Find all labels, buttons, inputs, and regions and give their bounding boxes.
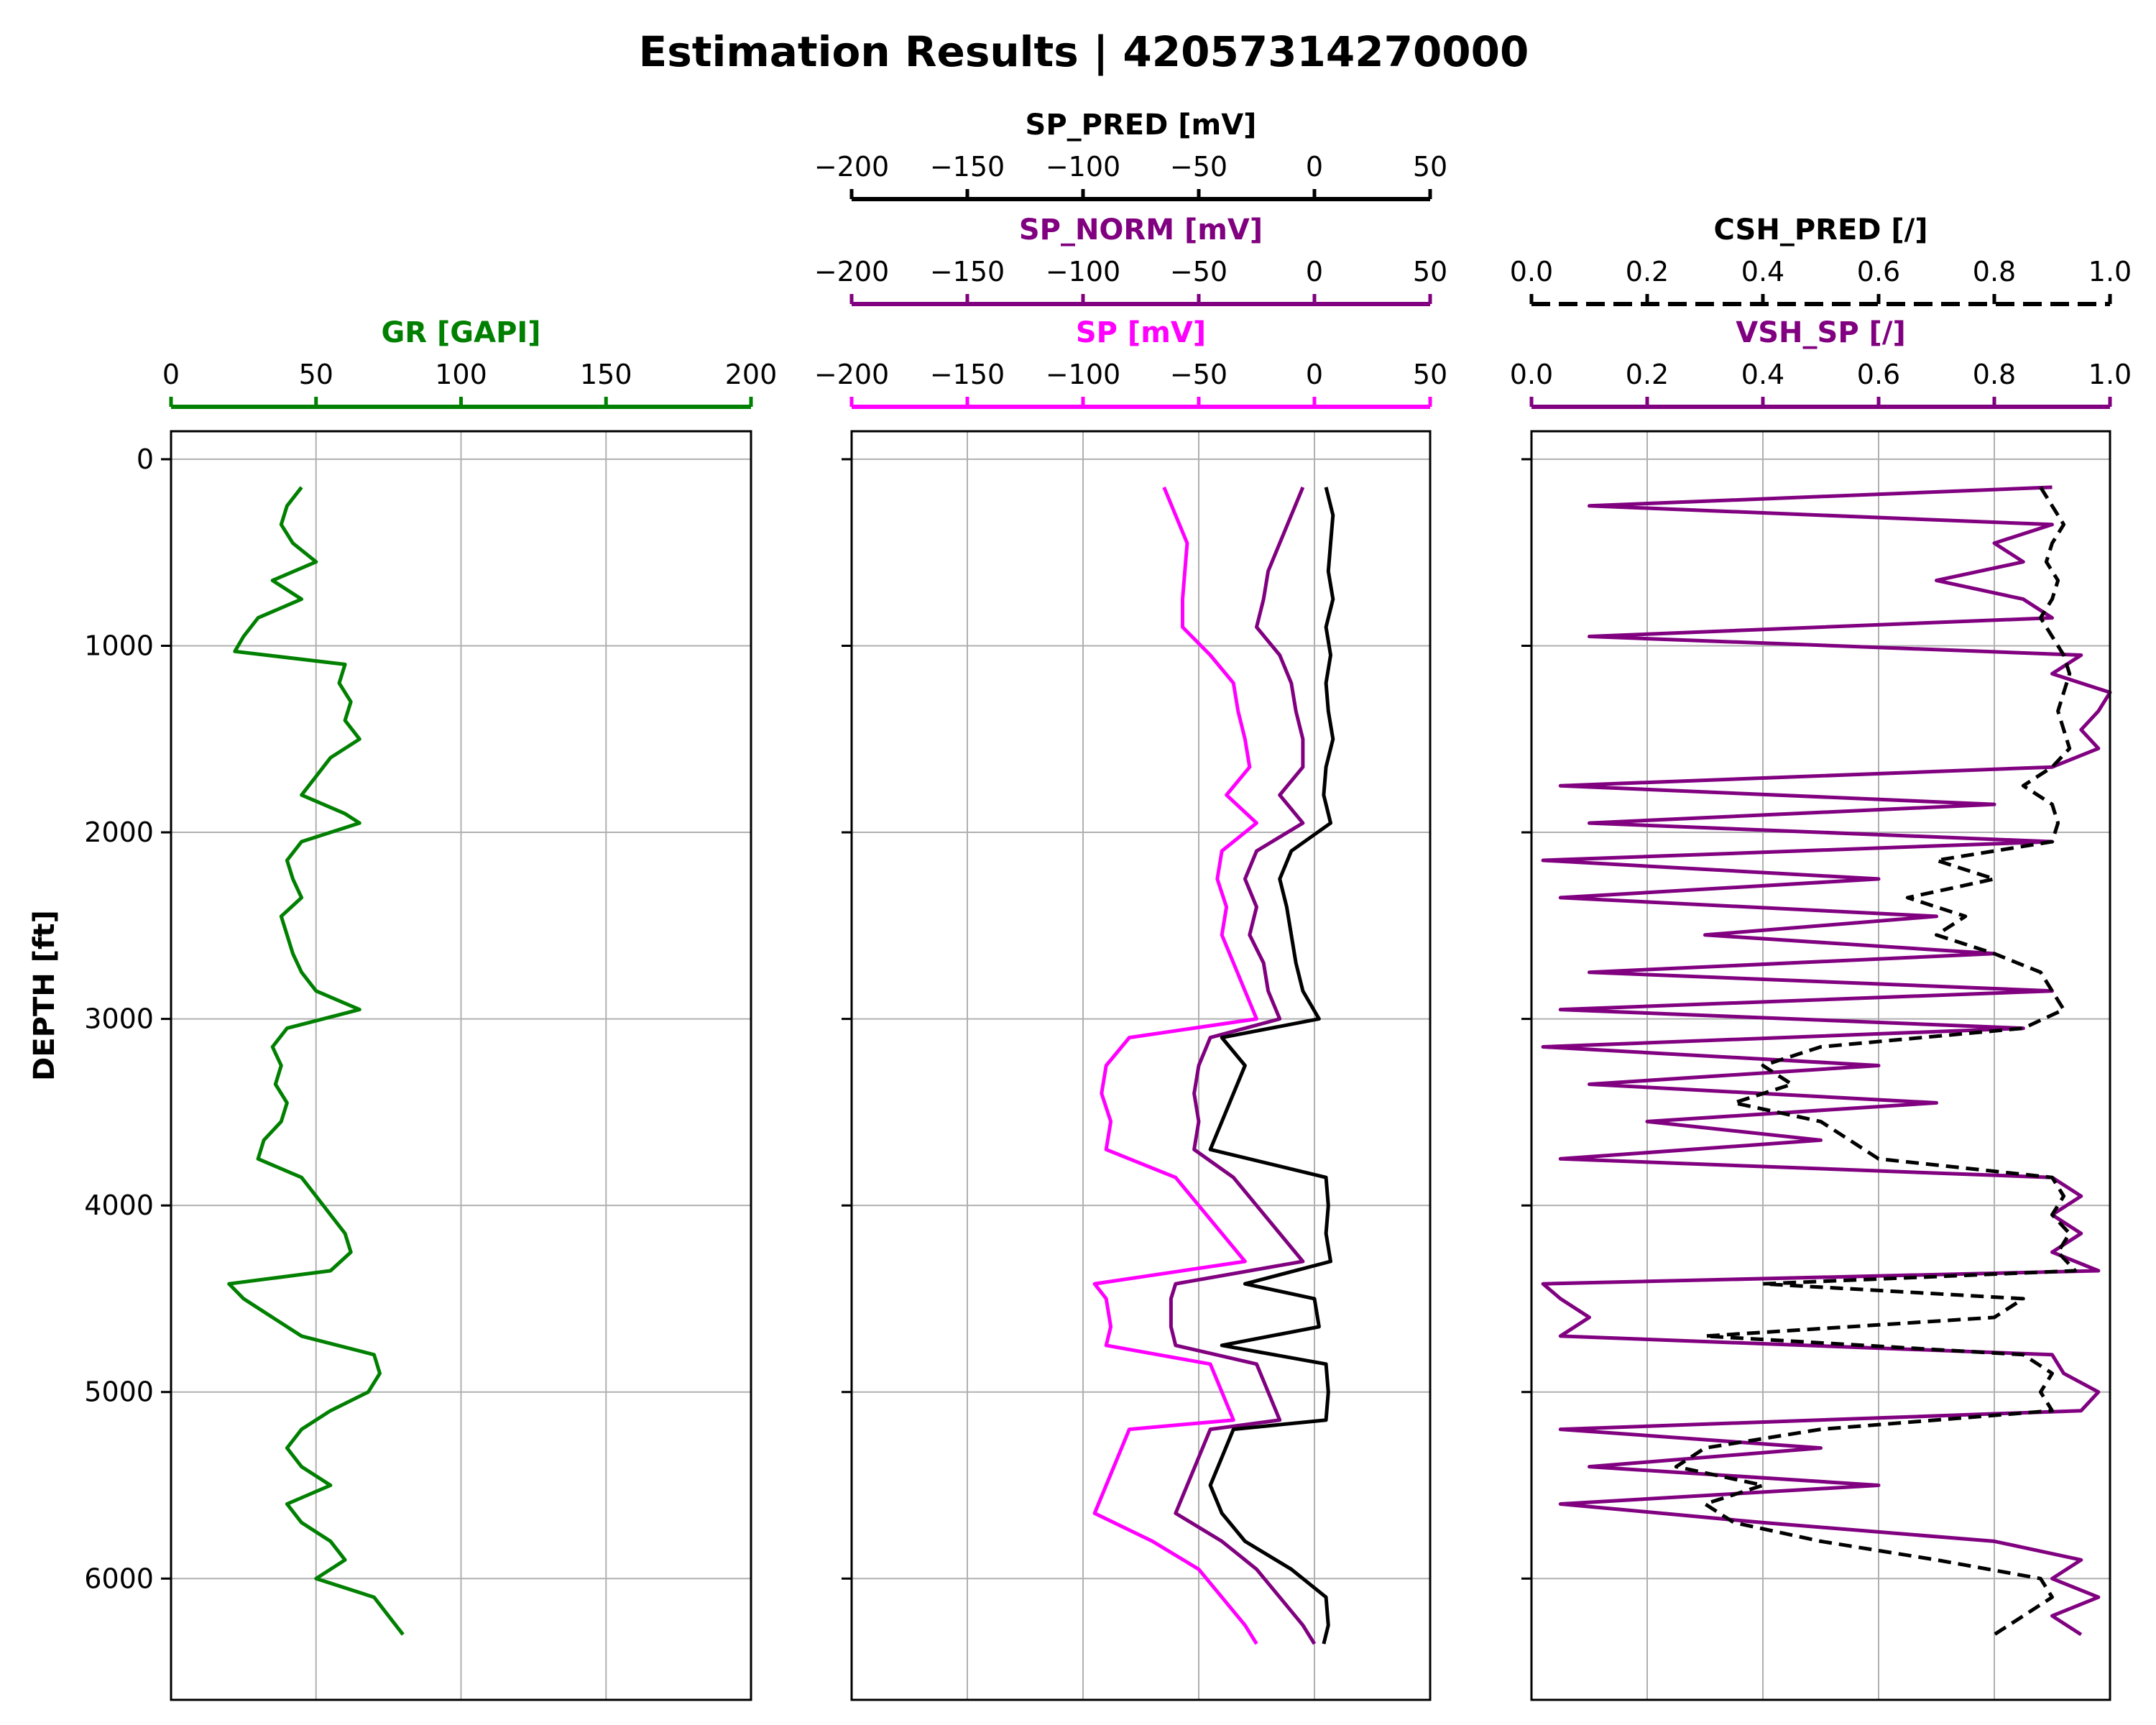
axis-tick-label: −100 [1046,359,1120,390]
axis-tick-label: 0.8 [1973,256,2016,288]
axis-title: SP_NORM [mV] [1019,213,1263,247]
axis-tick-label: 1.0 [2088,256,2132,288]
axis-tick-label: 0 [1306,256,1323,288]
series-csh-pred-line [1674,486,2078,1637]
axis-tick-label: 0.4 [1741,359,1784,390]
depth-tick-label: 1000 [84,630,154,661]
axis-title: VSH_SP [/] [1736,316,1905,349]
depth-tick-label: 2000 [84,816,154,848]
axis-tick-label: 50 [1413,256,1447,288]
axis-tick-label: 50 [299,359,333,390]
axis-tick-label: 50 [1413,151,1447,183]
track-sp: −200 −150 −100 −50 0 50 SP_PRED [mV] −200 −150 −1… [814,109,1447,1701]
axis-tick-label: 1.0 [2088,359,2132,390]
axis-tick-label: −150 [930,256,1005,288]
axis-tick-label: −50 [1170,359,1227,390]
axis-tick-label: 0.8 [1973,359,2016,390]
axis-tick-label: 0.2 [1626,359,1669,390]
axis-title: GR [GAPI] [381,316,540,349]
axis-tick-label: −200 [814,256,889,288]
plot-frame [170,430,752,1701]
axis-tick-label: −100 [1046,256,1120,288]
series-gr-line [227,486,405,1636]
axis-tick-label: 0 [1306,151,1323,183]
axis-title: CSH_PRED [/] [1713,213,1927,247]
axis-tick-label: −200 [814,359,889,390]
figure-title: Estimation Results | 42057314270000 [639,27,1529,76]
axis-title: SP_PRED [mV] [1026,109,1257,142]
track-gr: 0 1000 2000 3000 4000 5000 6000 0 50 100 150 200 GR … [84,316,778,1701]
series-sp-pred-line [1208,487,1335,1644]
axis-tick-label: −50 [1170,151,1227,183]
axis-tick-label: −150 [930,151,1005,183]
track-vsh: 0.0 0.2 0.4 0.6 0.8 1.0 CSH_PRED [/] 0.0 0.2 0.4 0… [1510,213,2132,1701]
axis-tick-label: 200 [725,359,778,390]
depth-axis-label: DEPTH [ft] [28,910,61,1081]
axis-tick-label: 0.6 [1857,359,1900,390]
depth-tick-label: 3000 [84,1003,154,1035]
axis-tick-label: 50 [1413,359,1447,390]
depth-tick-label: 5000 [84,1376,154,1408]
series-sp-line [1092,486,1258,1645]
axis-tick-label: 150 [580,359,632,390]
axis-tick-label: 0.2 [1626,256,1669,288]
axis-tick-label: 0 [1306,359,1323,390]
depth-tick-label: 6000 [84,1563,154,1594]
axis-tick-label: 0 [162,359,180,390]
axis-tick-label: −200 [814,151,889,183]
axis-tick-label: 0.0 [1510,359,1553,390]
axis-tick-label: 0.0 [1510,256,1553,288]
axis-tick-label: −100 [1046,151,1120,183]
plot-frame [850,430,1432,1701]
depth-tick-label: 4000 [84,1190,154,1221]
plot-frame [1530,430,2111,1701]
axis-tick-label: 0.4 [1741,256,1784,288]
axis-title: SP [mV] [1076,316,1206,349]
axis-tick-label: −50 [1170,256,1227,288]
depth-tick-label: 0 [137,443,154,475]
axis-tick-label: 0.6 [1857,256,1900,288]
axis-tick-label: 100 [435,359,487,390]
axis-tick-label: −150 [930,359,1005,390]
series-sp-norm-line [1169,486,1317,1645]
